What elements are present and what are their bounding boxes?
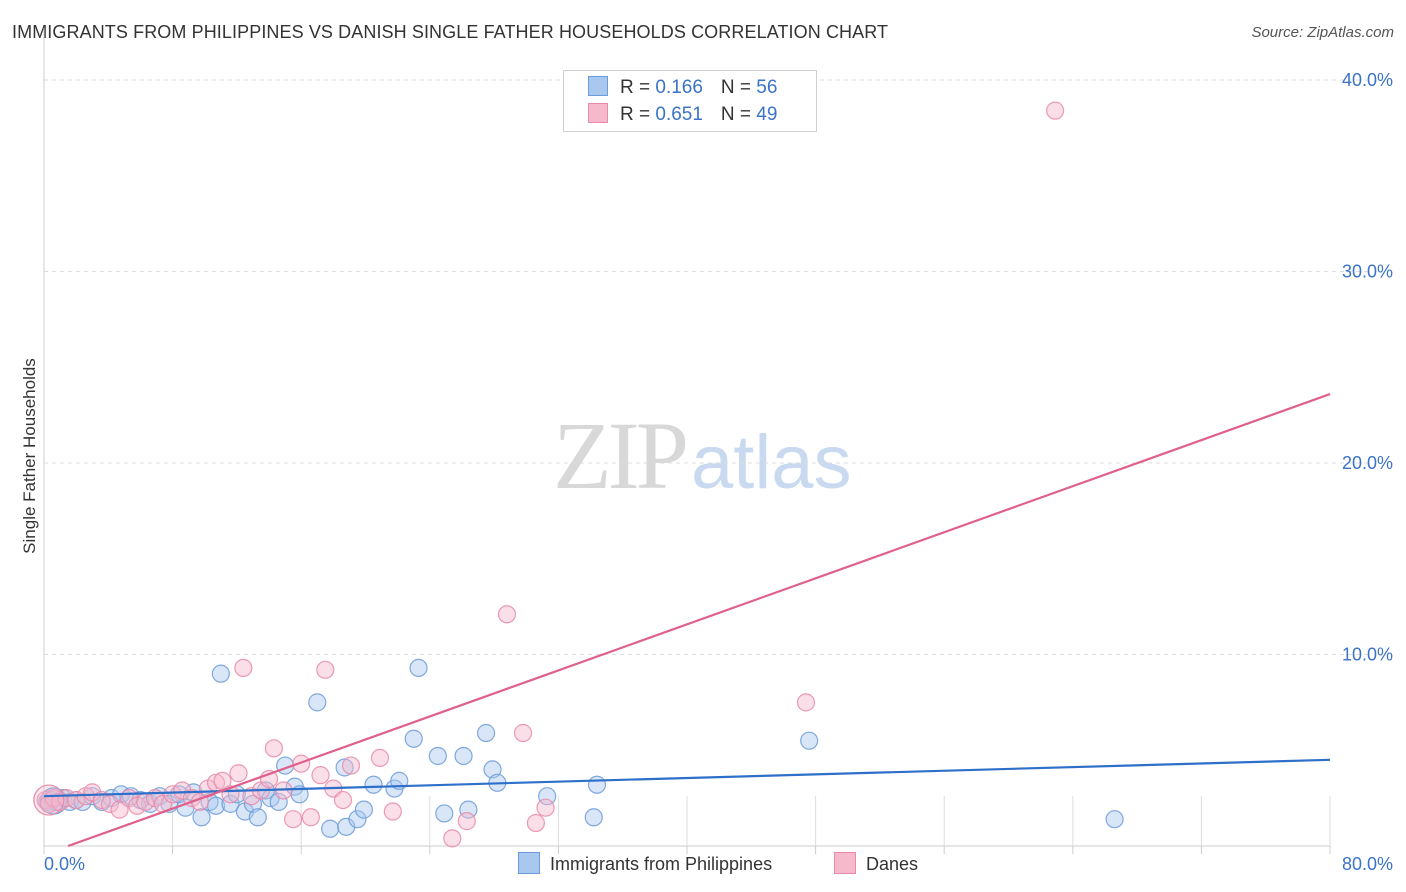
data-point: [459, 800, 478, 819]
trend-line-danes: [67, 393, 1331, 848]
data-point: [404, 729, 423, 748]
stats-legend: R = 0.166 N = 56 R = 0.651 N = 49: [563, 70, 817, 132]
series-danes-points: [33, 101, 1065, 848]
data-point: [483, 760, 502, 779]
data-point: [428, 746, 447, 766]
data-point: [1046, 101, 1065, 120]
data-point: [229, 764, 248, 783]
r-label: R =: [620, 104, 656, 125]
data-point: [435, 804, 454, 823]
legend-swatch-philippines: [518, 852, 540, 874]
y-tick-label: 40.0%: [1342, 70, 1393, 90]
r-value: 0.166: [655, 77, 703, 98]
n-value: 56: [756, 77, 778, 98]
y-tick-label: 20.0%: [1342, 453, 1393, 473]
data-point: [242, 787, 261, 806]
data-point: [211, 664, 230, 683]
x-tick-label-max: 80.0%: [1342, 854, 1393, 874]
legend-item-philippines[interactable]: Immigrants from Philippines: [518, 852, 772, 875]
data-point: [308, 693, 327, 712]
legend-swatch-danes: [588, 103, 608, 123]
data-point: [526, 813, 545, 833]
data-point: [341, 756, 361, 775]
data-point: [497, 605, 517, 624]
data-point: [796, 693, 816, 712]
data-point: [316, 660, 335, 679]
data-point: [409, 658, 428, 678]
stats-row-danes: R = 0.651 N = 49: [588, 103, 777, 125]
data-point: [301, 808, 320, 827]
data-point: [443, 829, 462, 848]
source-label: Source: ZipAtlas.com: [1251, 24, 1394, 41]
data-point: [587, 775, 607, 794]
data-point: [348, 810, 367, 829]
chart-title: IMMIGRANTS FROM PHILIPPINES VS DANISH SI…: [12, 22, 889, 42]
data-point: [243, 794, 263, 813]
x-axis-ticks: [43, 796, 1331, 854]
data-point: [269, 792, 288, 812]
data-point: [476, 723, 496, 743]
data-point: [538, 787, 557, 806]
data-point: [1105, 810, 1124, 829]
watermark-zip: ZIP: [553, 402, 689, 509]
n-value: 49: [756, 104, 778, 125]
data-point: [284, 810, 303, 829]
data-point: [457, 812, 476, 831]
y-tick-label: 10.0%: [1342, 645, 1393, 665]
series-legend: Immigrants from Philippines Danes: [0, 852, 1406, 878]
n-label: N =: [720, 77, 757, 98]
data-point: [248, 808, 267, 827]
data-point: [83, 783, 102, 802]
data-point: [173, 781, 192, 800]
y-tick-labels: 10.0% 20.0% 30.0% 40.0%: [1342, 70, 1393, 665]
data-point: [192, 808, 211, 827]
x-tick-label-min: 0.0%: [44, 854, 85, 874]
data-point: [311, 766, 330, 785]
data-point: [213, 771, 232, 790]
legend-swatch-philippines: [588, 76, 608, 96]
r-label: R =: [620, 77, 656, 98]
data-point: [333, 790, 353, 810]
stats-row-philippines: R = 0.166 N = 56: [588, 76, 777, 98]
data-point: [264, 739, 283, 758]
data-point: [234, 658, 253, 678]
r-value: 0.651: [655, 104, 703, 125]
data-point: [364, 775, 383, 794]
trend-line-philippines: [43, 758, 1331, 798]
data-point: [321, 819, 340, 838]
data-point: [536, 798, 555, 817]
grid-lines: [43, 27, 1372, 847]
n-label: N =: [720, 104, 757, 125]
data-point: [584, 808, 603, 827]
y-tick-label: 30.0%: [1342, 262, 1393, 282]
trend-lines: [43, 393, 1331, 848]
data-point: [163, 785, 182, 804]
data-point: [513, 723, 533, 743]
data-point-cluster: [33, 784, 65, 816]
legend-swatch-danes: [834, 852, 856, 874]
data-point: [800, 731, 819, 750]
data-point: [354, 800, 373, 819]
data-point: [221, 794, 240, 813]
legend-label-danes: Danes: [866, 854, 919, 874]
data-point: [335, 758, 354, 777]
legend-item-danes[interactable]: Danes: [834, 852, 918, 875]
data-point: [370, 748, 390, 768]
legend-label-philippines: Immigrants from Philippines: [550, 854, 773, 874]
data-point: [454, 746, 473, 766]
watermark: ZIPatlas: [553, 400, 852, 511]
data-point: [383, 802, 402, 821]
